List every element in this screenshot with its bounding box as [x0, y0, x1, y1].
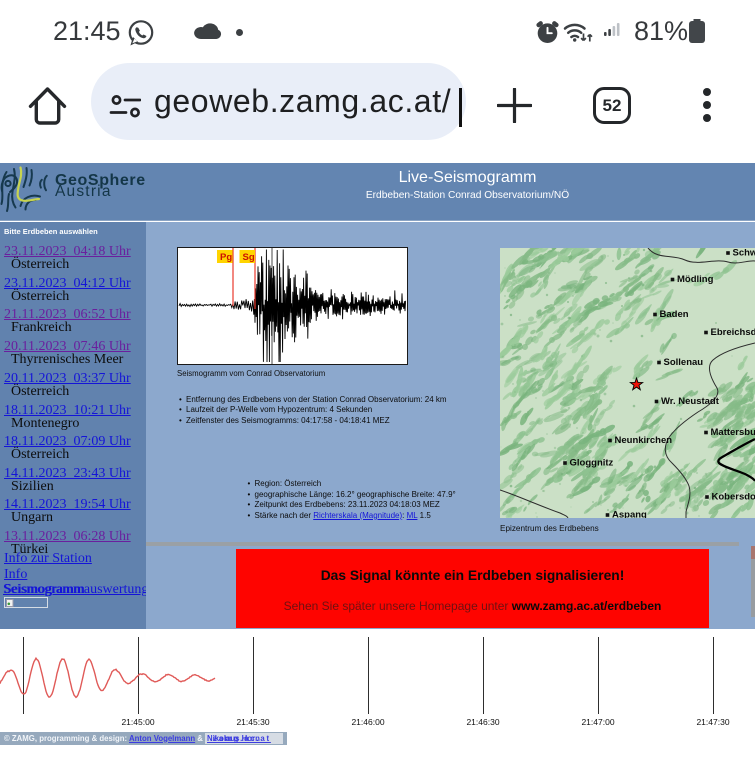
- svg-text:Gloggnitz: Gloggnitz: [570, 458, 614, 469]
- svg-text:Kobersdorf: Kobersdorf: [712, 492, 755, 503]
- svg-text:Ebreichsdorf: Ebreichsdorf: [711, 327, 755, 338]
- svg-text:Sollenau: Sollenau: [664, 357, 704, 368]
- svg-text:Mödling: Mödling: [677, 274, 714, 285]
- svg-text:Sg: Sg: [243, 252, 255, 263]
- svg-text:Wr. Neustadt: Wr. Neustadt: [661, 396, 720, 407]
- svg-text:Baden: Baden: [660, 309, 689, 320]
- svg-text:Pg: Pg: [220, 252, 232, 263]
- svg-text:Mattersburg: Mattersburg: [711, 427, 755, 438]
- svg-text:Neunkirchen: Neunkirchen: [615, 435, 673, 446]
- svg-text:Aspang: Aspang: [612, 510, 647, 519]
- svg-text:Schwechat: Schwechat: [733, 248, 755, 259]
